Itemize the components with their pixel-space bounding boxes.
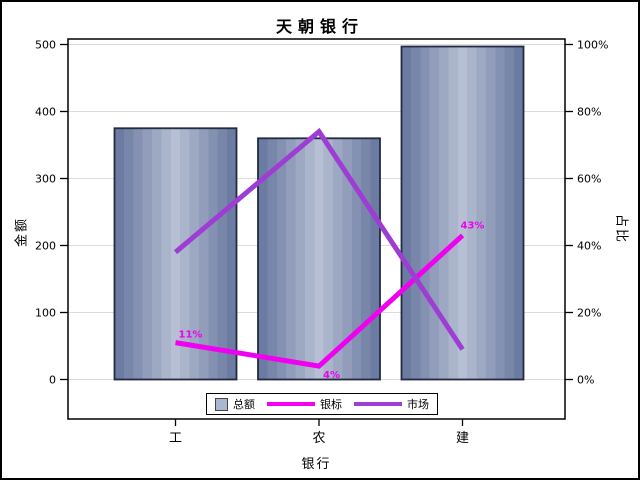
right-tick-label: 80% bbox=[577, 106, 601, 119]
right-tick-label: 60% bbox=[577, 173, 601, 186]
left-tick-label: 100 bbox=[35, 307, 56, 320]
point-label: 4% bbox=[323, 370, 340, 381]
line-swatch-icon bbox=[267, 402, 315, 406]
right-tick-label: 40% bbox=[577, 240, 601, 253]
legend-item-total: 总额 bbox=[215, 396, 255, 412]
legend-label-yinbiao: 银标 bbox=[320, 398, 342, 411]
chart-title: 天朝银行 bbox=[275, 17, 364, 36]
line-swatch-icon bbox=[354, 402, 402, 406]
left-tick-label: 0 bbox=[49, 374, 56, 387]
left-tick-label: 300 bbox=[35, 173, 56, 186]
bar-0 bbox=[113, 127, 238, 381]
x-axis-title: 银行 bbox=[301, 457, 332, 472]
left-tick-label: 500 bbox=[35, 39, 56, 52]
bar-2 bbox=[400, 45, 525, 381]
category-label: 工 bbox=[169, 431, 182, 446]
left-tick-label: 400 bbox=[35, 106, 56, 119]
point-label: 43% bbox=[461, 220, 485, 231]
legend-item-shichang: 市场 bbox=[354, 396, 429, 412]
legend-box: 总额 银标 市场 bbox=[206, 393, 438, 415]
category-label: 建 bbox=[456, 431, 469, 446]
legend-item-yinbiao: 银标 bbox=[267, 396, 342, 412]
legend-label-total: 总额 bbox=[233, 398, 255, 411]
right-tick-label: 0% bbox=[577, 374, 594, 387]
plot-frame bbox=[67, 38, 566, 420]
left-tick-label: 200 bbox=[35, 240, 56, 253]
right-tick-label: 100% bbox=[577, 39, 608, 52]
bar-1 bbox=[257, 137, 381, 381]
legend-label-shichang: 市场 bbox=[407, 398, 429, 411]
right-tick-label: 20% bbox=[577, 307, 601, 320]
bar-swatch-icon bbox=[215, 397, 228, 411]
line-series-2 bbox=[173, 127, 465, 351]
point-label: 11% bbox=[179, 330, 203, 341]
category-label: 农 bbox=[312, 431, 325, 446]
